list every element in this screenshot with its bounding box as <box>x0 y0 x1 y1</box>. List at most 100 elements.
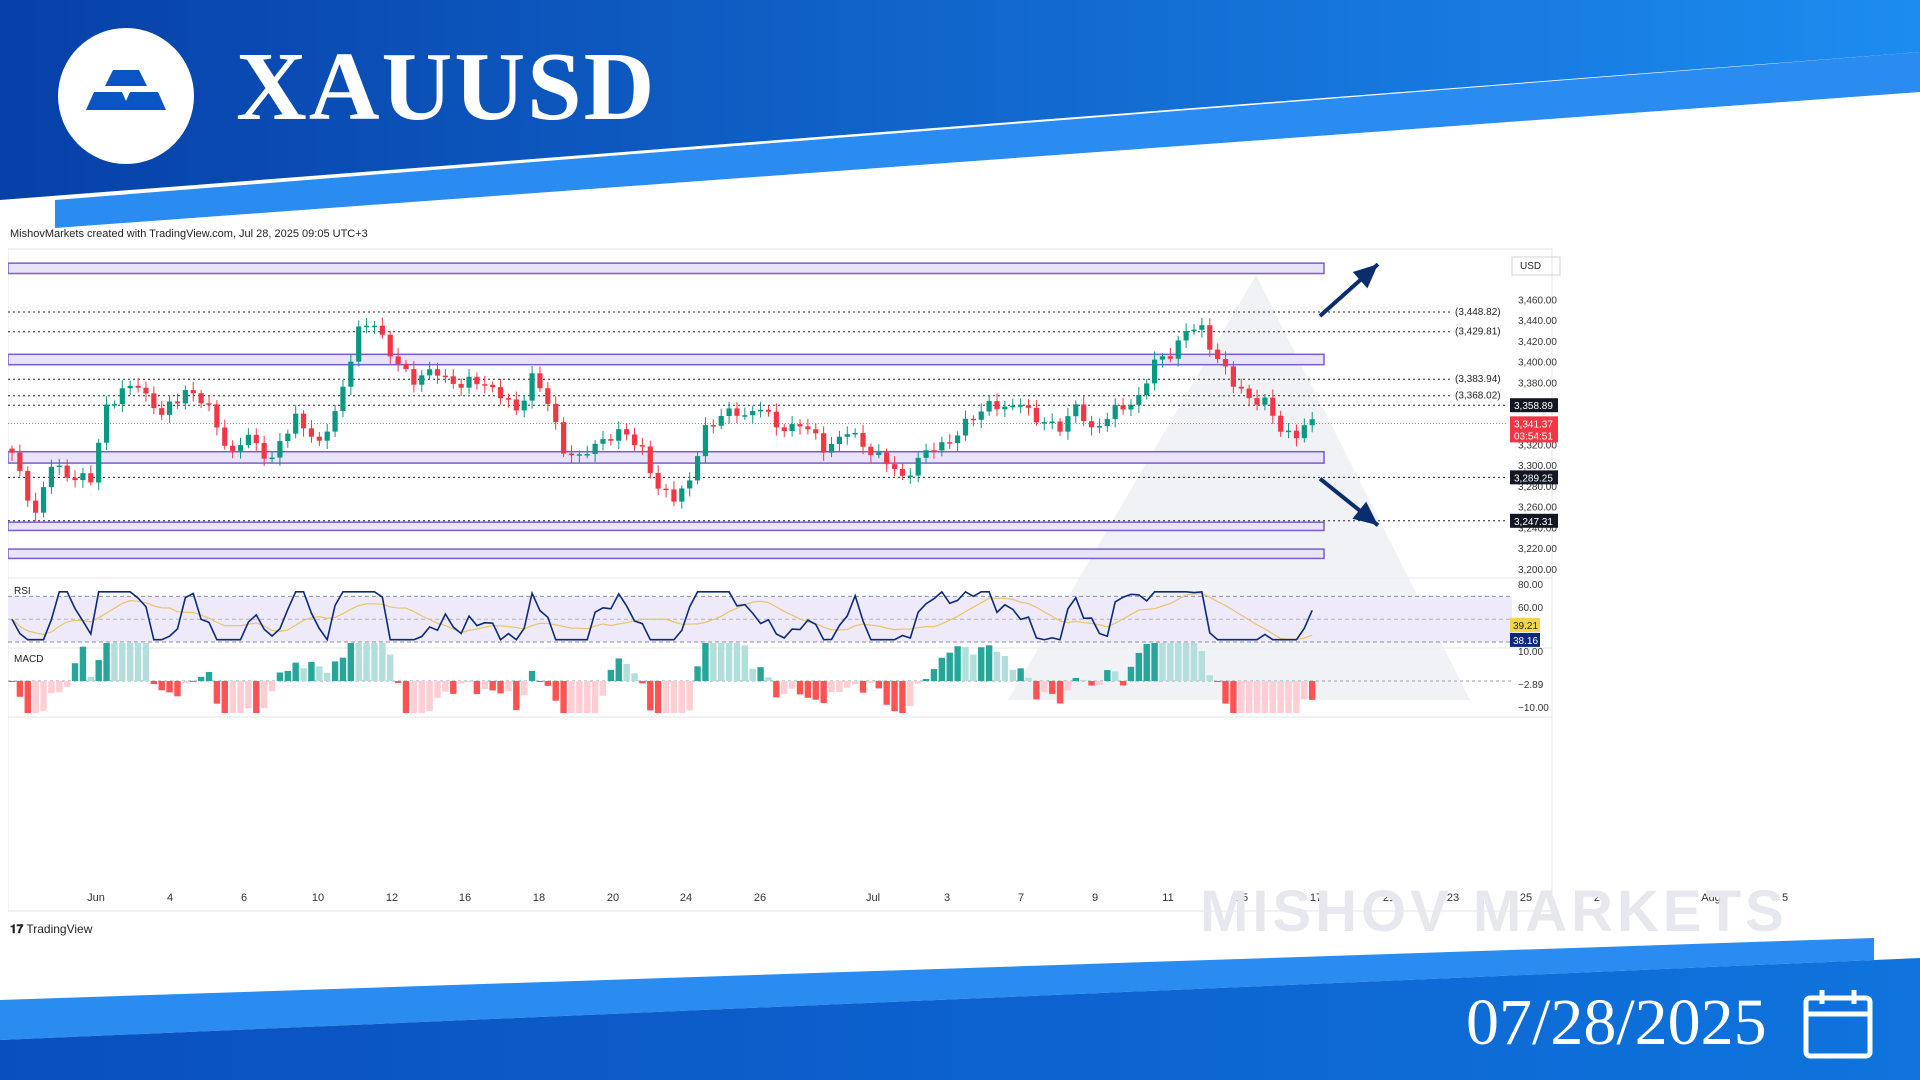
candle-body <box>490 384 496 388</box>
macd-bar <box>347 643 355 681</box>
candle <box>1144 379 1150 400</box>
candle-body <box>970 418 976 421</box>
candle-body <box>694 456 701 481</box>
x-tick-label: 25 <box>1520 892 1532 904</box>
candle-body <box>348 361 354 387</box>
candle-body <box>379 325 385 335</box>
candle <box>48 459 54 494</box>
macd-bar <box>568 681 575 713</box>
candle-body <box>33 500 39 513</box>
candle-body <box>1018 405 1024 407</box>
y-tick-label: 3,440.00 <box>1518 316 1557 327</box>
trend-arrow-head <box>1352 264 1378 289</box>
macd-bar <box>166 681 173 693</box>
macd-bar <box>584 681 591 713</box>
macd-bar <box>654 681 662 713</box>
candle <box>127 380 133 396</box>
candle <box>419 370 425 392</box>
candle-body <box>884 452 890 465</box>
macd-bar <box>915 681 922 684</box>
sr-zone <box>8 353 1325 366</box>
macd-bar <box>197 676 205 681</box>
candle-body <box>505 398 512 400</box>
candle <box>631 427 638 451</box>
macd-bar <box>1135 652 1143 681</box>
candle-body <box>836 436 842 445</box>
macd-bar <box>1041 681 1048 693</box>
candle-body <box>174 401 181 404</box>
y-tick-label: 3,400.00 <box>1518 358 1557 369</box>
candle <box>891 456 898 477</box>
candle <box>584 445 590 459</box>
candle <box>427 361 433 380</box>
macd-bar <box>95 660 102 681</box>
candle <box>758 401 764 418</box>
price-chart[interactable]: (3,448.82) (3,429.81) (3,383.94) (3,368.02)… <box>8 245 1911 913</box>
candle <box>694 451 701 485</box>
macd-bar <box>938 657 946 681</box>
candle <box>285 429 291 448</box>
candle-body <box>80 473 86 481</box>
candle <box>805 418 811 435</box>
y-tick-label: 3,420.00 <box>1518 337 1557 348</box>
candle <box>1285 423 1292 439</box>
candle <box>237 437 244 459</box>
candle <box>1010 398 1016 411</box>
candle-body <box>458 383 464 388</box>
candle-body <box>190 390 196 394</box>
candle-body <box>702 425 709 457</box>
candle-body <box>387 334 393 357</box>
macd-bar <box>363 643 370 681</box>
macd-bar <box>725 643 733 681</box>
candle-body <box>1262 397 1268 405</box>
candle <box>1191 323 1197 335</box>
macd-bar <box>300 668 307 681</box>
macd-bar <box>970 654 977 681</box>
macd-bar <box>631 673 638 681</box>
rsi-ma-tag-label: 39.21 <box>1513 621 1538 632</box>
candle-body <box>789 424 795 432</box>
candle-body <box>687 480 693 489</box>
candle <box>214 400 220 436</box>
x-tick-label: 26 <box>754 892 766 904</box>
macd-bar <box>284 670 291 681</box>
price-tag-label: 3,289.25 <box>1514 473 1553 484</box>
candle <box>277 433 283 466</box>
macd-bar <box>1143 643 1150 681</box>
candle-body <box>758 409 764 412</box>
candle-body <box>72 477 78 481</box>
candle-body <box>230 445 236 451</box>
candle-body <box>600 439 606 444</box>
candle-body <box>805 426 811 430</box>
currency-label: USD <box>1520 261 1541 272</box>
macd-bar <box>253 681 260 713</box>
candle <box>9 445 15 462</box>
candle-body <box>25 470 31 501</box>
candle-body <box>568 453 575 456</box>
candle <box>939 436 945 457</box>
candle <box>308 420 315 443</box>
currency-box <box>1511 256 1561 276</box>
candle-body <box>1136 395 1142 405</box>
candle <box>88 465 94 486</box>
macd-bar <box>434 681 441 698</box>
candle <box>1065 407 1071 440</box>
level-label: (3,383.94) <box>1455 374 1501 385</box>
candle <box>1215 343 1221 364</box>
macd-bar <box>702 643 709 681</box>
candle-body <box>671 489 677 502</box>
rsi-title: RSI <box>14 586 31 597</box>
candle <box>1049 413 1055 430</box>
macd-bar <box>576 681 583 713</box>
macd-bar <box>1222 681 1229 704</box>
candle-body <box>474 376 480 385</box>
x-tick-label: 15 <box>1236 892 1248 904</box>
candle <box>348 354 354 395</box>
macd-bar <box>63 681 71 687</box>
candle-body <box>978 411 984 420</box>
candle <box>356 320 362 367</box>
macd-bar <box>190 680 197 682</box>
candle <box>931 442 937 459</box>
x-tick-label: Jul <box>866 892 880 904</box>
candle-body <box>316 436 322 441</box>
